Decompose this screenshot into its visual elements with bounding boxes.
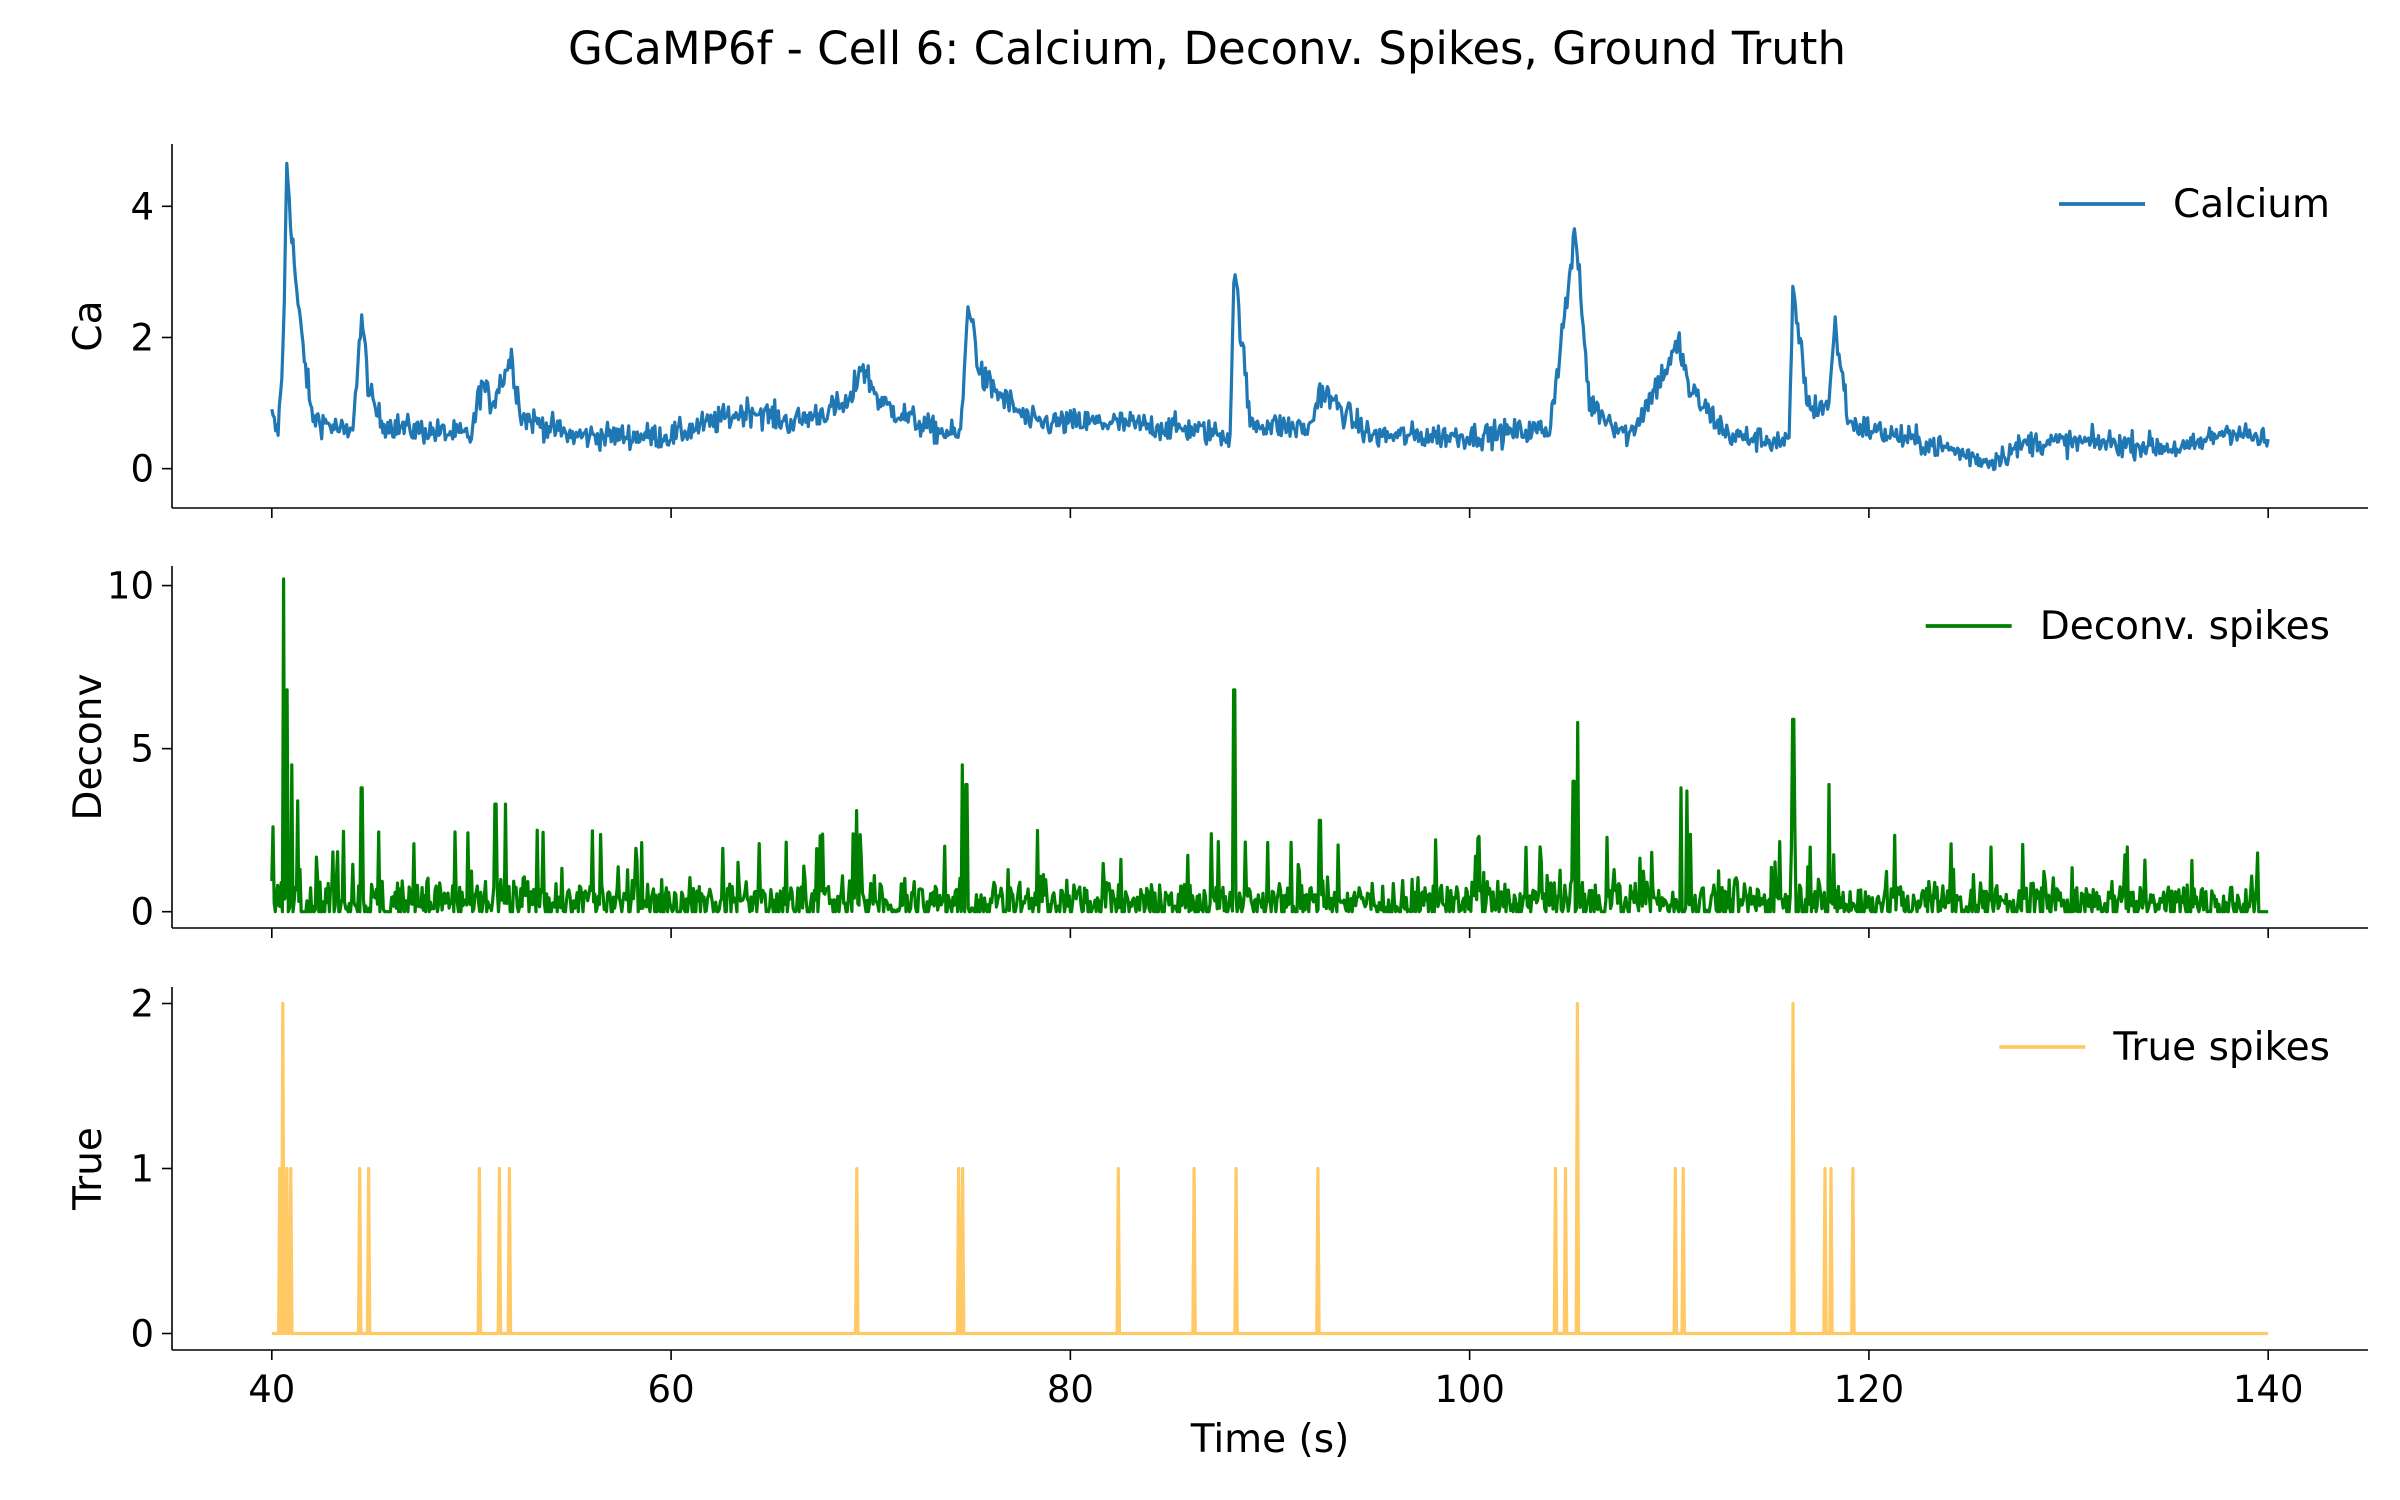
subplot-truth: 0 1 2 40 60 80 100 120 140 True True spikes: [66, 983, 2368, 1411]
y-tick-label: 5: [130, 728, 154, 771]
legend-label: Calcium: [2173, 182, 2330, 227]
y-tick-label: 2: [130, 983, 154, 1026]
y-axis-label: Deconv: [66, 673, 111, 820]
legend-calcium: Calcium: [2059, 182, 2330, 227]
y-axis-label: Ca: [66, 300, 111, 351]
y-tick-label: 2: [130, 316, 154, 359]
y-tick-label: 4: [130, 185, 154, 228]
y-tick-label: 0: [130, 891, 154, 934]
legend-deconv: Deconv. spikes: [1925, 604, 2330, 649]
y-tick-label: 0: [130, 448, 154, 491]
x-tick-label: 120: [1834, 1368, 1905, 1411]
x-tick-label: 100: [1434, 1368, 1505, 1411]
legend-truth: True spikes: [1999, 1025, 2330, 1070]
subplot-calcium: 0 2 4 Ca Calcium: [66, 144, 2368, 518]
x-tick-label: 60: [648, 1368, 695, 1411]
series-line-truth: [271, 1001, 2269, 1336]
x-tick-label: 80: [1047, 1368, 1094, 1411]
series-line-calcium: [270, 161, 2270, 472]
legend-label: True spikes: [2112, 1025, 2330, 1070]
x-tick-label: 40: [248, 1368, 295, 1411]
legend-label: Deconv. spikes: [2040, 604, 2330, 649]
x-axis-label: Time (s): [1190, 1417, 1350, 1462]
subplot-grid: 0 2 4 Ca Calcium 0 5 10 Deconv Deconv. spikes 0 1 2 4…: [66, 144, 2368, 1411]
series-line-deconv: [270, 577, 2269, 914]
y-tick-label: 0: [130, 1313, 154, 1356]
x-tick-label: 140: [2233, 1368, 2304, 1411]
y-axis-label: True: [66, 1127, 111, 1211]
figure-title: GCaMP6f - Cell 6: Calcium, Deconv. Spike…: [568, 22, 1846, 75]
y-tick-label: 10: [107, 565, 154, 608]
subplot-deconv: 0 5 10 Deconv Deconv. spikes: [66, 565, 2368, 938]
y-tick-label: 1: [130, 1148, 154, 1191]
